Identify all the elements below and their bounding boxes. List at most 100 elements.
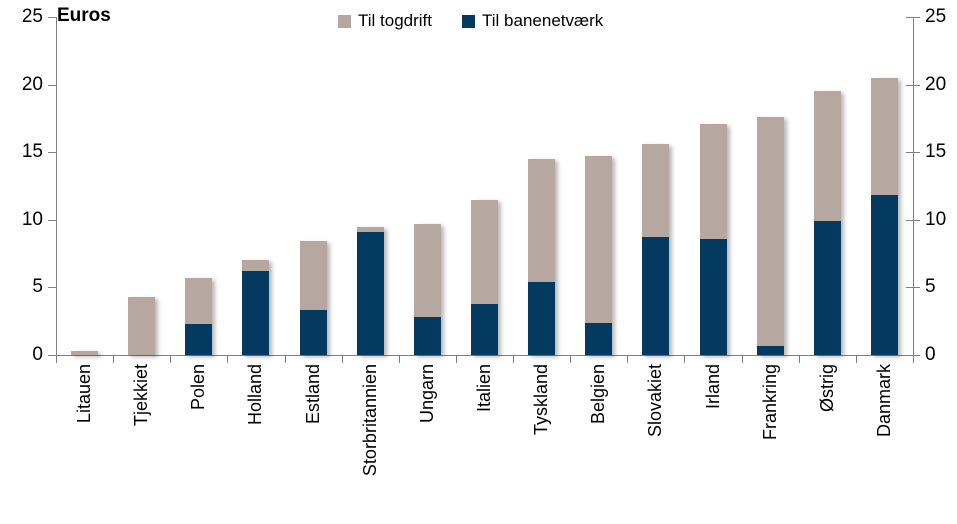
- y-tick-label-right-20: 20: [925, 73, 947, 95]
- x-tick-7: [455, 356, 457, 363]
- x-tick-10: [627, 356, 629, 363]
- bar-belgien: [585, 156, 613, 355]
- y-tick-label-right-15: 15: [925, 141, 947, 163]
- x-tick-6: [398, 356, 400, 363]
- bar-segment-togdrift-frankring: [756, 117, 784, 346]
- y-tick-label-right-0: 0: [925, 344, 936, 365]
- bar-segment-banenetvaerk-polen: [185, 323, 213, 355]
- bar-segment-banenetvaerk-tyskland: [528, 282, 556, 355]
- x-tick-11: [684, 356, 686, 363]
- bar-segment-banenetvaerk-slovakiet: [642, 237, 670, 355]
- x-category-label-frankring: Frankring: [759, 364, 780, 441]
- bar-segment-banenetvaerk-holland: [242, 271, 270, 355]
- y-tick-left-25: [48, 17, 56, 18]
- bar-segment-banenetvaerk-estland: [299, 310, 327, 355]
- x-category-label-holland: Holland: [245, 364, 266, 426]
- x-category-label-polen: Polen: [188, 364, 209, 411]
- x-category-label-irland: Irland: [702, 364, 723, 410]
- bar-slovakiet: [642, 144, 670, 355]
- bar-segment-banenetvaerk-ungarn: [413, 317, 441, 355]
- bar-segment-togdrift-holland: [242, 260, 270, 272]
- x-axis-line: [56, 355, 914, 356]
- y-tick-label-left-20: 20: [21, 73, 43, 95]
- bar-segment-togdrift-italien: [471, 199, 498, 304]
- legend-item-banenetvaerk: Til banenetværk: [462, 11, 603, 31]
- y-tick-right-25: [906, 17, 920, 18]
- bar-estland: [299, 241, 327, 355]
- y-tick-left-20: [48, 84, 56, 86]
- x-tick-12: [741, 356, 743, 363]
- x-category-label-slovakiet: Slovakiet: [645, 364, 666, 438]
- legend: Til togdrift Til banenetværk: [338, 11, 603, 31]
- bar-segment-banenetvaerk-danmark: [870, 195, 898, 355]
- y-tick-left-5: [48, 287, 56, 289]
- togdrift-swatch-icon: [338, 14, 351, 28]
- bar-segment-togdrift-estland: [299, 241, 327, 311]
- y-tick-label-left-15: 15: [21, 141, 43, 163]
- bar-tyskland: [528, 158, 556, 355]
- x-category-label-tyskland: Tyskland: [531, 364, 552, 436]
- x-tick-8: [513, 356, 515, 363]
- x-category-label-ungarn: Ungarn: [416, 364, 437, 424]
- y-tick-left-15: [48, 152, 56, 154]
- y-tick-label-right-10: 10: [925, 208, 947, 230]
- x-tick-4: [284, 356, 286, 363]
- bar-segment-togdrift-østrig: [813, 91, 841, 222]
- banenetvaerk-swatch-icon: [462, 14, 476, 28]
- y-tick-left-10: [48, 219, 56, 221]
- x-tick-9: [570, 356, 572, 363]
- bar-polen: [185, 277, 213, 355]
- legend-item-togdrift: Til togdrift: [338, 11, 432, 31]
- x-tick-0: [56, 356, 57, 363]
- x-tick-2: [170, 356, 172, 363]
- y-tick-label-right-25: 25: [925, 6, 947, 27]
- bar-segment-togdrift-tyskland: [528, 158, 556, 282]
- x-category-label-litauen: Litauen: [74, 364, 95, 424]
- bar-segment-togdrift-ungarn: [413, 223, 441, 318]
- bar-segment-togdrift-slovakiet: [642, 144, 670, 238]
- y-tick-label-left-5: 5: [32, 276, 43, 298]
- bar-irland: [699, 123, 727, 355]
- y-tick-right-15: [906, 152, 920, 154]
- bar-tjekkiet: [128, 296, 156, 355]
- x-tick-15: [913, 356, 914, 363]
- bar-segment-togdrift-storbritannien: [356, 226, 384, 232]
- y-tick-right-10: [906, 219, 920, 221]
- y-axis-left-line: [56, 17, 57, 356]
- x-category-label-danmark: Danmark: [873, 364, 894, 438]
- y-axis-right-line: [913, 17, 914, 356]
- y-tick-left-0: [48, 355, 56, 356]
- bar-segment-togdrift-polen: [185, 277, 213, 324]
- x-tick-14: [855, 356, 857, 363]
- bar-østrig: [813, 91, 841, 355]
- bar-italien: [471, 199, 498, 355]
- chart-title: Euros: [57, 5, 111, 26]
- legend-label-banenetvaerk: Til banenetværk: [482, 11, 604, 30]
- x-tick-1: [113, 356, 115, 363]
- bar-litauen: [71, 350, 99, 355]
- x-tick-5: [341, 356, 343, 363]
- bar-segment-banenetvaerk-østrig: [813, 221, 841, 355]
- x-category-label-belgien: Belgien: [588, 364, 609, 425]
- bar-segment-togdrift-litauen: [71, 350, 99, 355]
- bar-storbritannien: [356, 226, 384, 355]
- x-category-label-østrig: Østrig: [816, 364, 837, 413]
- x-category-label-italien: Italien: [474, 364, 494, 413]
- bar-segment-banenetvaerk-frankring: [756, 345, 784, 355]
- y-tick-right-0: [906, 355, 920, 356]
- bar-segment-togdrift-irland: [699, 123, 727, 239]
- y-tick-right-20: [906, 84, 920, 86]
- bar-danmark: [870, 77, 898, 355]
- plot-area: [56, 17, 913, 355]
- y-tick-label-left-10: 10: [21, 208, 43, 230]
- bar-segment-togdrift-tjekkiet: [128, 296, 156, 355]
- bar-holland: [242, 260, 270, 355]
- y-tick-label-right-5: 5: [925, 276, 936, 298]
- bar-segment-banenetvaerk-storbritannien: [356, 231, 384, 355]
- x-tick-13: [798, 356, 800, 363]
- x-category-label-estland: Estland: [302, 364, 323, 425]
- y-tick-label-left-0: 0: [32, 344, 43, 365]
- legend-label-togdrift: Til togdrift: [358, 11, 433, 30]
- bar-segment-banenetvaerk-irland: [699, 238, 727, 355]
